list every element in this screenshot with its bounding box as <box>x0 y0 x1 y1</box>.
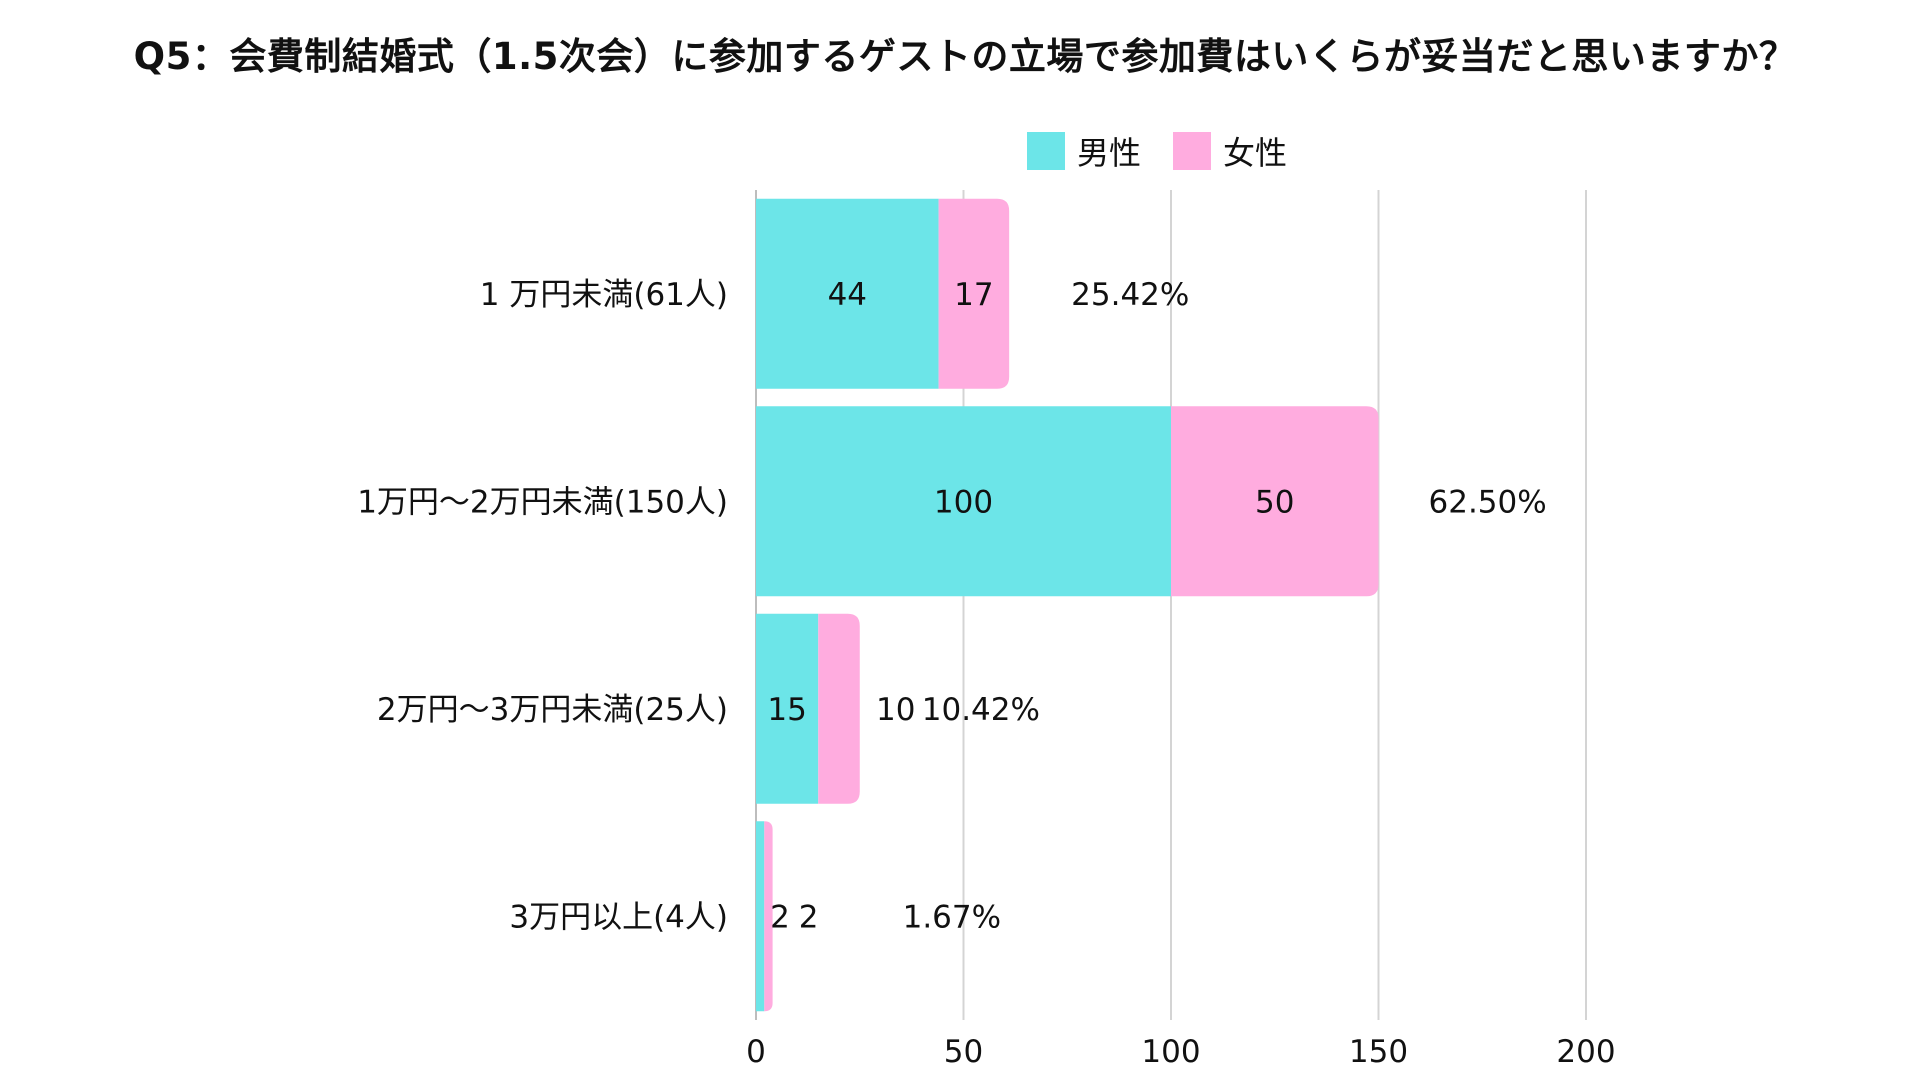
chart-title: Q5：会費制結婚式（1.5次会）に参加するゲストの立場で参加費はいくらが妥当だと… <box>133 35 1797 78</box>
bar-male-1 <box>756 406 1171 597</box>
bar-female-1 <box>1171 406 1379 597</box>
legend-label-female: 女性 <box>1223 134 1288 172</box>
bar-female-2 <box>818 613 860 804</box>
bar-male-0 <box>756 198 939 389</box>
data-label-male-0: 44 <box>828 277 867 313</box>
bar-female-3 <box>764 821 773 1012</box>
x-tick-label-50: 50 <box>944 1034 983 1070</box>
percentage-label-1: 62.50% <box>1429 484 1547 520</box>
legend-swatch-male <box>1027 132 1065 170</box>
x-tick-label-150: 150 <box>1349 1034 1408 1070</box>
x-tick-label-0: 0 <box>746 1034 766 1070</box>
bar-female-0 <box>938 198 1010 389</box>
percentage-label-2: 10.42% <box>922 692 1040 728</box>
x-tick-label-200: 200 <box>1556 1034 1615 1070</box>
data-label-male-2: 15 <box>767 692 806 728</box>
category-label-1: 1万円〜2万円未満(150人) <box>357 484 728 520</box>
legend: 男性 女性 <box>1027 128 1319 174</box>
percentage-label-0: 25.42% <box>1071 277 1189 313</box>
legend-item-male: 男性 <box>1027 128 1141 174</box>
bar-male-3 <box>756 821 765 1012</box>
data-label-female-3: 2 <box>799 899 819 935</box>
data-label-male-3: 2 <box>770 899 790 935</box>
bar-male-2 <box>756 613 819 804</box>
x-tick-label-100: 100 <box>1141 1034 1200 1070</box>
percentage-label-3: 1.67% <box>903 899 1001 935</box>
data-label-male-1: 100 <box>934 484 993 520</box>
data-label-female-1: 50 <box>1255 484 1294 520</box>
legend-item-female: 女性 <box>1173 128 1287 174</box>
category-label-3: 3万円以上(4人) <box>509 899 728 935</box>
legend-label-male: 男性 <box>1077 134 1142 172</box>
data-label-female-0: 17 <box>954 277 993 313</box>
legend-swatch-female <box>1173 132 1212 170</box>
category-label-2: 2万円〜3万円未満(25人) <box>377 692 728 728</box>
data-label-female-2: 10 <box>876 692 915 728</box>
category-label-0: 1 万円未満(61人) <box>480 277 728 313</box>
